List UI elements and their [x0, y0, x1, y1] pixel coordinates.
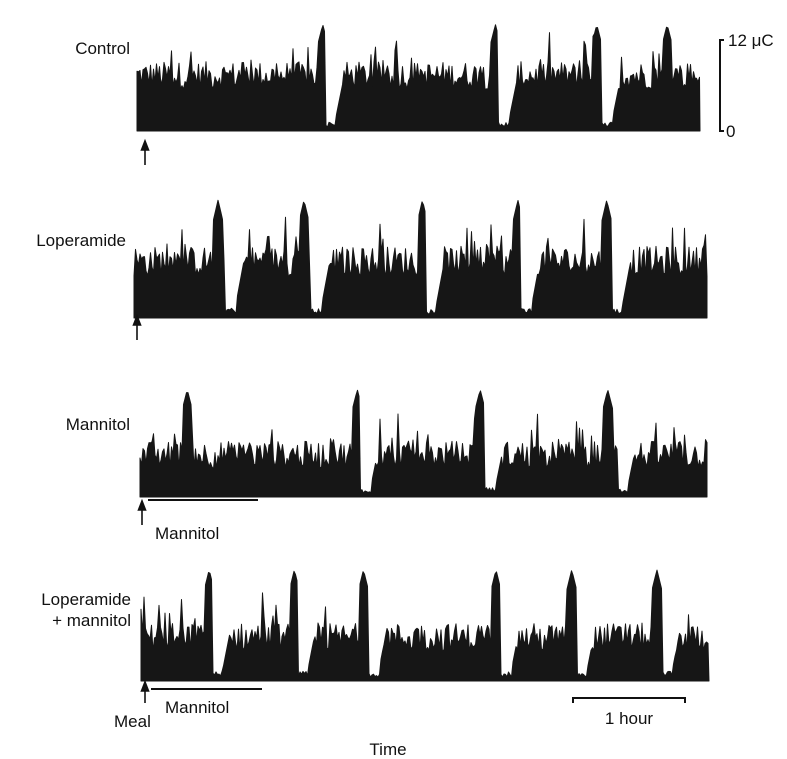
meal-arrow-mannitol	[137, 498, 147, 525]
x-axis-label: Time	[369, 740, 406, 759]
panel-label-control: Control	[75, 39, 130, 58]
amplitude-scale-top-label: 12 μC	[728, 31, 774, 50]
panel-label-loperamide-mannitol-line1: Loperamide	[41, 590, 131, 609]
trace-loperamide-mannitol	[140, 569, 710, 682]
amplitude-scale-bar	[719, 39, 724, 132]
trace-loperamide	[133, 199, 708, 319]
trace-mannitol	[139, 389, 708, 498]
time-scale-bar-label: 1 hour	[605, 709, 654, 728]
panel-label-loperamide-mannitol-line2: + mannitol	[52, 611, 131, 630]
meal-arrow-loperamide	[132, 313, 142, 340]
mannitol-bar-label-panel3: Mannitol	[155, 524, 219, 543]
trace-control	[136, 24, 701, 132]
mannitol-bar-label-panel4: Mannitol	[165, 698, 229, 717]
meal-arrow-loperamide-mannitol	[140, 679, 150, 703]
panel-label-mannitol: Mannitol	[66, 415, 130, 434]
amplitude-scale-bottom-label: 0	[726, 122, 735, 141]
panel-label-loperamide: Loperamide	[36, 231, 126, 250]
time-scale-bar	[572, 697, 686, 703]
meal-arrow-control	[140, 138, 150, 165]
meal-label: Meal	[114, 712, 151, 731]
